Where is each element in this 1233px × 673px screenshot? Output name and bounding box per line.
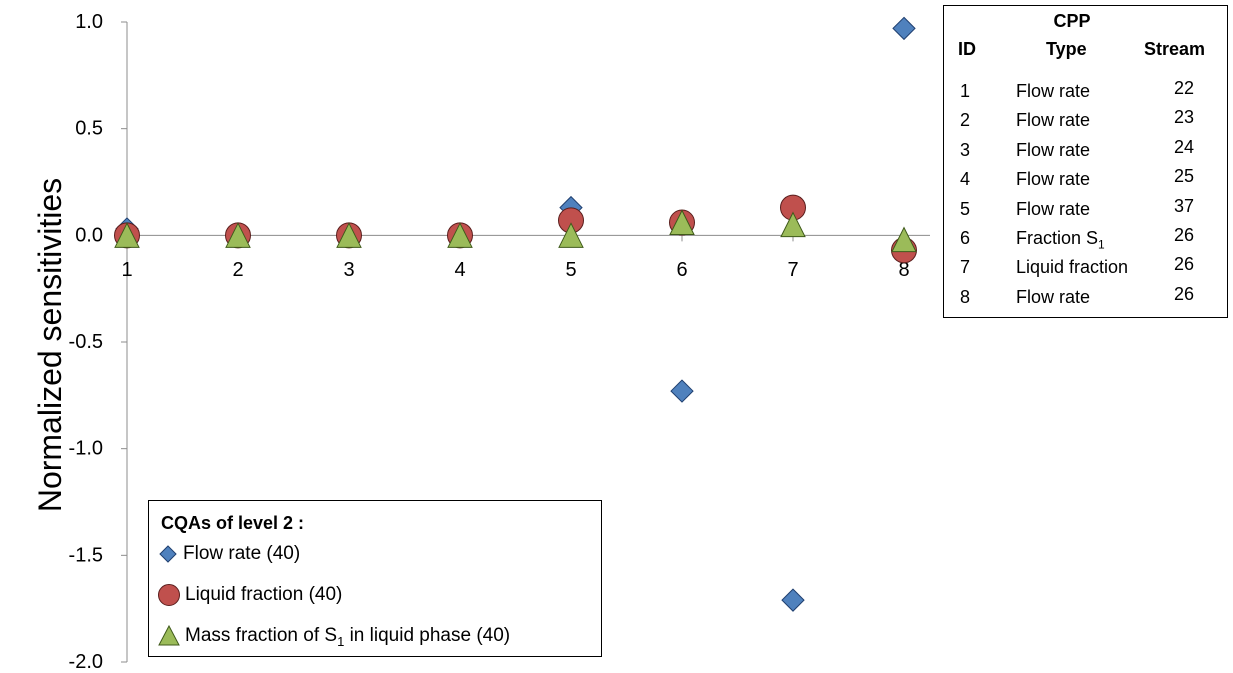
y-tick-label: -1.5 [69,544,103,566]
cpp-row-stream: 26 [1174,225,1195,245]
cpp-row-id: 6 [960,228,971,248]
cpp-row-stream: 25 [1174,166,1195,187]
col-type-header: Type [1046,39,1087,59]
data-point-mass-fraction [114,222,140,248]
cpp-header: CPP [1053,11,1091,31]
legend-label-flow-rate: Flow rate (40) [183,543,301,564]
data-point-mass-fraction [225,222,251,248]
data-point-mass-fraction [669,209,695,236]
y-tick-label: 1.0 [75,11,103,33]
legend-item-flow-rate: Flow rate (40) [157,539,300,569]
y-tick-label: -1.0 [69,438,103,460]
data-point-flow-rate [892,16,916,41]
cpp-row-id: 4 [960,169,971,190]
legend-label-mass-fraction: Mass fraction of S1 in liquid phase (40) [185,625,511,649]
cpp-row-stream: 26 [1174,254,1195,275]
legend-item-mass-fraction: Mass fraction of S1 in liquid phase (40) [157,621,510,651]
triangle-icon [158,624,180,646]
y-axis-label: Normalized sensitivities [32,178,68,512]
cpp-row-type: Flow rate [1016,286,1091,307]
cpp-row-stream: 37 [1174,195,1195,216]
data-point-mass-fraction [891,226,917,253]
x-tick-label: 1 [121,259,132,281]
data-point-flow-rate [781,588,805,612]
diamond-icon [159,545,177,563]
col-id-header: ID [958,39,976,59]
legend-label-liquid-fraction: Liquid fraction (40) [185,584,343,605]
x-tick-label: 4 [454,259,465,281]
cpp-row-id: 7 [960,257,971,278]
col-stream-header: Stream [1144,39,1206,59]
cpp-row-type: Flow rate [1016,110,1091,131]
legend-item-liquid-fraction: Liquid fraction (40) [157,580,342,610]
legend: CQAs of level 2 : Flow rate (40) Liquid … [148,500,602,657]
data-point-mass-fraction [780,211,806,238]
y-tick-label: 0.0 [75,224,103,246]
circle-icon [158,584,180,606]
x-tick-label: 8 [898,259,909,281]
cpp-row-type: Fraction S1 [1016,228,1105,252]
y-tick-label: -2.0 [69,651,103,673]
x-tick-label: 5 [565,259,576,281]
cpp-row-stream: 22 [1174,78,1195,98]
cpp-row-stream: 26 [1174,283,1195,304]
x-tick-label: 2 [232,259,243,281]
data-point-mass-fraction [336,222,362,248]
cpp-row-type: Flow rate [1016,169,1091,190]
cpp-row-id: 2 [960,110,971,131]
y-tick-label: 0.5 [75,118,103,140]
x-tick-label: 7 [787,259,798,281]
y-tick-label: -0.5 [69,331,103,353]
cpp-row-id: 5 [960,198,971,219]
data-point-mass-fraction [447,222,473,248]
cpp-row-id: 3 [960,139,971,160]
cpp-row-type: Flow rate [1016,198,1091,219]
cpp-row-type: Liquid fraction [1016,257,1129,278]
x-tick-label: 6 [676,259,687,281]
cpp-row-type: Flow rate [1016,81,1091,101]
legend-title: CQAs of level 2 : [161,513,305,533]
cpp-row-id: 8 [960,286,971,307]
cpp-row-type: Flow rate [1016,139,1091,160]
x-tick-label: 3 [343,259,354,281]
data-points [114,16,917,612]
y-tick-labels: 1.0 0.5 0.0 -0.5 -1.0 -1.5 -2.0 [69,11,127,673]
data-point-mass-fraction [558,222,584,248]
cpp-row-stream: 24 [1174,136,1195,157]
cpp-table: CPP ID Type Stream 1 Flow rate 22 2 Flow rat… [943,5,1228,318]
data-point-flow-rate [670,379,694,403]
cpp-row-stream: 23 [1174,107,1195,128]
cpp-row-id: 1 [960,81,971,101]
